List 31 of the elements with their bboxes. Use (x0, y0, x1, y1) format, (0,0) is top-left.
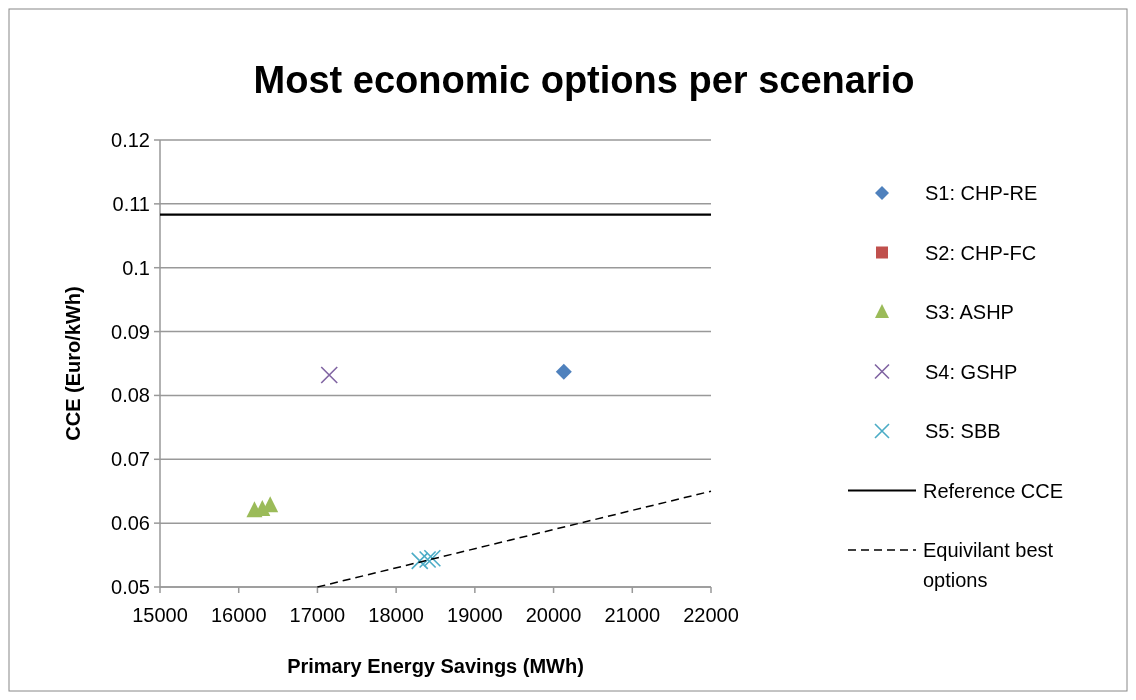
legend-label: S1: CHP-RE (925, 182, 1038, 204)
point (418, 550, 437, 569)
chart-title: Most economic options per scenario (253, 59, 915, 101)
point (410, 552, 429, 570)
x-tick-label: 17000 (289, 604, 346, 626)
point (320, 366, 339, 384)
y-tick-label: 0.1 (122, 256, 150, 279)
point (555, 363, 572, 380)
x-tick-label: 16000 (210, 604, 267, 626)
point (423, 549, 442, 568)
legend-label: S4: GSHP (925, 360, 1018, 383)
y-tick-label: 0.05 (111, 576, 150, 598)
y-axis-title: CCE (Euro/kWh) (62, 286, 84, 441)
y-tick-label: 0.08 (111, 384, 150, 407)
legend-label: Equivilant best options (923, 539, 1054, 591)
x-tick-label: 15000 (132, 604, 188, 626)
y-tick-label: 0.11 (112, 192, 150, 215)
legend-label: S2: CHP-FC (925, 241, 1037, 264)
y-tick-label: 0.12 (111, 129, 150, 151)
y-tick-label: 0.07 (111, 448, 150, 471)
x-axis-title: Primary Energy Savings (MWh) (287, 655, 584, 677)
x-tick-label: 22000 (683, 604, 739, 626)
legend-label: S5: SBB (925, 420, 1001, 442)
y-tick-label: 0.09 (111, 320, 150, 343)
x-tick-label: 21000 (604, 604, 661, 626)
x-tick-label: 18000 (368, 604, 424, 626)
x-tick-label: 20000 (525, 604, 582, 626)
legend-label: Reference CCE (923, 479, 1064, 502)
legend-label: S3: ASHP (925, 301, 1014, 323)
y-tick-label: 0.06 (111, 512, 150, 535)
x-tick-label: 19000 (447, 604, 503, 626)
